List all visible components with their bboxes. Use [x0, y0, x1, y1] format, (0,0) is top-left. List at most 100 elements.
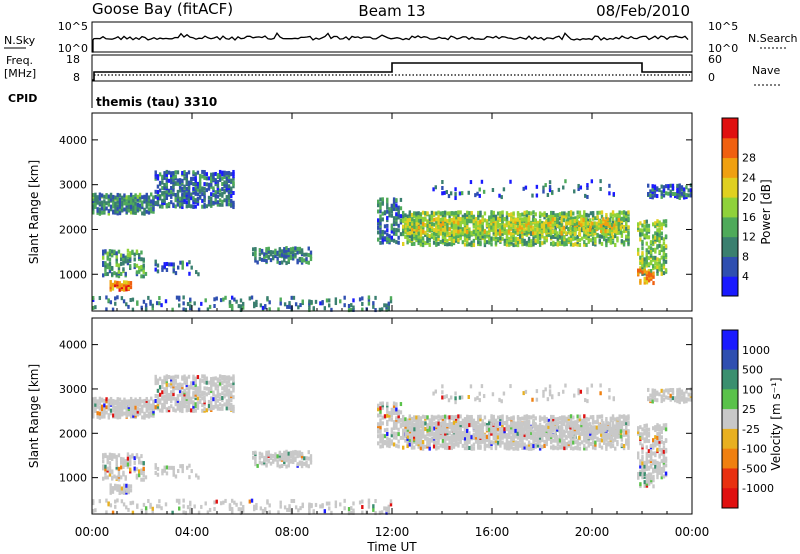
power-echo-cell — [381, 240, 384, 245]
power-echo-cell — [439, 231, 443, 236]
power-echo-cell — [103, 207, 106, 212]
velocity-echo-cell — [402, 423, 405, 428]
velocity-echo-cell — [203, 374, 206, 379]
velocity-echo-cell — [503, 427, 506, 432]
power-echo-cell — [432, 222, 436, 227]
power-echo-cell — [242, 301, 245, 306]
power-echo-cell — [107, 194, 111, 199]
velocity-echo-cell — [176, 401, 180, 406]
power-echo-cell — [175, 295, 179, 300]
power-echo-cell — [276, 256, 279, 261]
power-echo-cell — [253, 304, 256, 309]
power-echo-cell — [457, 229, 460, 234]
power-echo-cell — [516, 240, 520, 245]
power-echo-cell — [523, 238, 526, 243]
power-echo-cell — [386, 202, 389, 207]
power-echo-cell — [609, 236, 613, 241]
velocity-echo-cell — [165, 407, 169, 412]
power-echo-cell — [172, 178, 175, 183]
power-echo-cell — [399, 214, 403, 219]
power-echo-cell — [557, 187, 561, 192]
power-echo-cell — [208, 304, 212, 309]
power-echo-cell — [492, 213, 495, 218]
velocity-echo-cell — [479, 414, 482, 419]
power-echo-cell — [654, 224, 657, 229]
velocity-echo-cell — [457, 441, 460, 446]
velocity-echo-cell — [521, 416, 524, 421]
power-echo-cell — [554, 213, 557, 218]
velocity-echo-cell — [144, 475, 148, 480]
power-echo-cell — [534, 218, 537, 223]
power-echo-cell — [562, 225, 566, 230]
velocity-echo-cell — [296, 454, 299, 459]
velocity-echo-cell — [205, 376, 209, 381]
velocity-echo-cell — [181, 396, 184, 401]
power-echo-cell — [576, 242, 579, 247]
power-echo-cell — [292, 254, 295, 259]
power-echo-cell — [170, 185, 173, 190]
velocity-echo-cell — [174, 378, 177, 383]
velocity-echo-cell — [183, 404, 186, 409]
power-echo-cell — [419, 228, 423, 233]
power-echo-cell — [498, 231, 502, 236]
velocity-echo-cell — [450, 442, 453, 447]
velocity-echo-cell — [446, 422, 449, 427]
power-echo-cell — [611, 231, 614, 236]
power-echo-cell — [106, 251, 109, 256]
velocity-echo-cell — [481, 419, 484, 424]
velocity-echo-cell — [402, 420, 405, 425]
velocity-echo-cell — [481, 435, 484, 440]
power-echo-cell — [578, 231, 581, 236]
freq-tick-low: 8 — [73, 71, 80, 84]
velocity-echo-cell — [536, 424, 540, 429]
velocity-echo-cell — [428, 421, 431, 426]
power-echo-cell — [116, 209, 119, 214]
velocity-echo-cell — [556, 417, 560, 422]
velocity-echo-cell — [468, 423, 471, 428]
power-echo-cell — [547, 221, 550, 226]
velocity-echo-cell — [474, 439, 478, 444]
power-echo-cell — [605, 243, 608, 248]
power-echo-cell — [147, 210, 151, 215]
power-echo-cell — [607, 236, 610, 241]
velocity-echo-cell — [483, 415, 487, 420]
velocity-echo-cell — [406, 427, 410, 432]
power-echo-cell — [660, 248, 663, 253]
power-echo-cell — [388, 213, 391, 218]
power-echo-cell — [126, 253, 130, 258]
velocity-echo-cell — [422, 425, 425, 430]
power-echo-cell — [111, 249, 114, 254]
velocity-echo-cell — [135, 453, 139, 458]
power-echo-cell — [474, 226, 478, 231]
power-echo-cell — [92, 204, 95, 209]
power-echo-cell — [408, 214, 412, 219]
power-echo-cell — [232, 176, 235, 181]
velocity-echo-cell — [152, 403, 155, 408]
velocity-echo-cell — [520, 433, 524, 438]
power-echo-cell — [140, 257, 143, 262]
power-echo-cell — [616, 238, 619, 243]
velocity-echo-cell — [463, 417, 467, 422]
power-echo-cell — [527, 236, 531, 241]
power-echo-cell — [651, 190, 654, 195]
power-echo-cell — [501, 217, 504, 222]
power-echo-cell — [227, 195, 231, 200]
velocity-echo-cell — [210, 386, 213, 391]
velocity-echo-cell — [187, 384, 191, 389]
power-echo-cell — [187, 188, 191, 193]
power-echo-cell — [614, 243, 617, 248]
power-echo-cell — [410, 230, 414, 235]
power-echo-cell — [466, 240, 469, 245]
power-echo-cell — [468, 236, 471, 241]
power-echo-cell — [145, 203, 148, 208]
power-echo-cell — [100, 206, 104, 211]
velocity-echo-cell — [516, 446, 520, 451]
power-echo-cell — [455, 234, 458, 239]
velocity-echo-cell — [516, 427, 520, 432]
power-echo-cell — [625, 221, 628, 226]
power-echo-cell — [417, 213, 420, 218]
power-echo-cell — [104, 263, 107, 268]
velocity-echo-cell — [435, 436, 438, 441]
power-echo-cell — [115, 272, 118, 277]
